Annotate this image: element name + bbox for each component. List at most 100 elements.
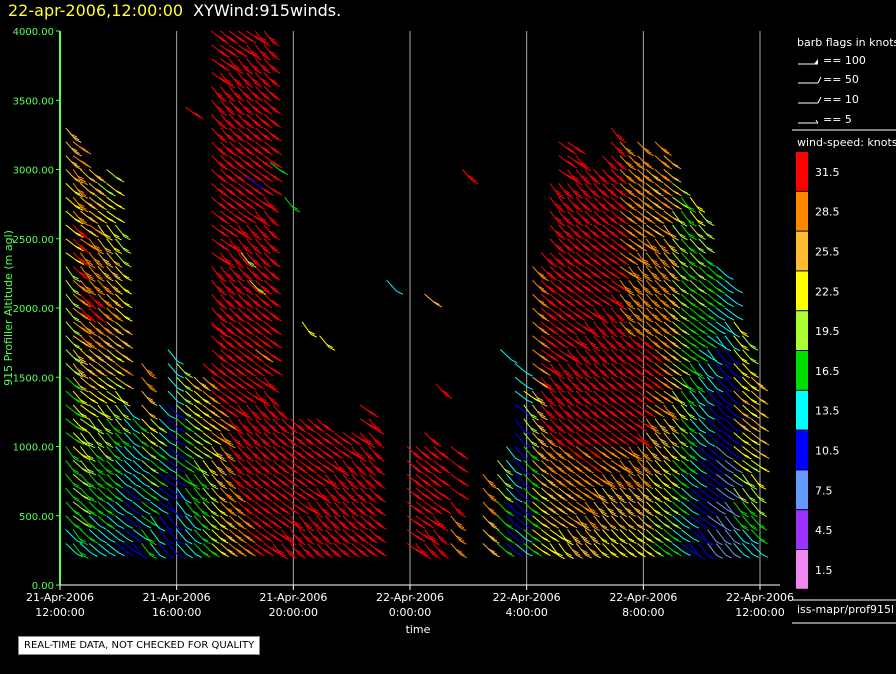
wind-barb: [558, 501, 577, 515]
barb-flag: [225, 299, 232, 304]
barb-flag: [115, 236, 122, 241]
barb-shaft: [220, 446, 230, 459]
barb-flag: [225, 174, 233, 179]
barb-flag: [362, 539, 369, 544]
wind-barb: [342, 515, 360, 531]
wind-barb: [567, 473, 586, 488]
barb-flag: [235, 368, 242, 373]
wind-barb: [193, 432, 213, 446]
wind-barb: [72, 404, 90, 420]
wind-barb: [255, 252, 272, 268]
barb-shaft: [97, 252, 108, 265]
barb-shaft: [65, 266, 75, 279]
barb-flag: [94, 340, 102, 345]
barb-flag: [81, 374, 89, 379]
barb-flag: [92, 413, 99, 418]
barb-shaft: [281, 543, 292, 556]
barb-flag: [272, 301, 279, 306]
wind-barb: [255, 404, 271, 421]
barb-flag: [330, 548, 338, 553]
wind-barb: [158, 432, 177, 447]
barb-flag: [85, 340, 93, 345]
barb-flag: [195, 387, 203, 392]
wind-barb: [351, 487, 368, 503]
barb-flag: [86, 242, 94, 247]
barb-flag: [216, 327, 224, 332]
barb-shaft: [106, 404, 116, 418]
barb-flag: [229, 37, 236, 42]
wind-barb: [228, 182, 247, 197]
barb-flag: [334, 513, 342, 518]
wind-barb: [80, 266, 96, 282]
barb-flag: [237, 190, 245, 195]
barb-flag: [88, 190, 96, 195]
barb-flag: [246, 430, 254, 435]
barb-flag: [246, 356, 253, 361]
wind-barb: [368, 460, 386, 476]
barb-flag: [266, 524, 274, 529]
wind-barb: [220, 446, 236, 462]
barb-flag: [365, 466, 372, 471]
barb-flag: [222, 373, 229, 378]
barb-flag: [103, 299, 110, 304]
barb-flag: [257, 151, 264, 156]
barb-flag: [113, 441, 121, 445]
barb-flag: [273, 189, 280, 194]
barb-flag: [238, 457, 245, 462]
wind-barb: [202, 529, 220, 544]
barb-flag: [204, 387, 212, 392]
barb-flag: [242, 64, 249, 69]
wind-barb: [610, 252, 630, 266]
barb-shaft: [593, 321, 604, 335]
wind-barb: [540, 487, 559, 502]
barb-flag: [84, 258, 92, 263]
barb-flag: [79, 538, 87, 543]
barb-shaft: [237, 86, 248, 99]
wind-barb: [497, 460, 514, 476]
barb-flag: [281, 555, 288, 560]
wind-barb: [246, 404, 262, 421]
barb-flag: [339, 521, 346, 526]
barb-flag: [150, 554, 157, 559]
wind-barb: [237, 307, 255, 323]
barb-flag: [273, 536, 280, 540]
barb-flag: [151, 442, 159, 447]
barb-flag: [204, 400, 212, 405]
barb-shaft: [593, 169, 604, 182]
wind-barb: [115, 487, 133, 502]
barb-flag: [220, 51, 227, 56]
barb-flag: [350, 510, 357, 515]
barb-flag: [220, 458, 227, 463]
barb-flag: [230, 525, 238, 530]
wind-barb: [150, 446, 168, 461]
barb-flag: [247, 484, 255, 489]
barb-flag: [87, 482, 95, 487]
wind-barb: [141, 376, 158, 393]
wind-barb: [255, 279, 273, 295]
barb-shaft: [514, 363, 527, 374]
barb-flag: [361, 498, 368, 503]
wind-barb: [80, 182, 98, 197]
barb-flag: [348, 521, 355, 526]
barb-flag: [106, 263, 114, 268]
barb-flag: [100, 359, 107, 364]
barb-flag: [109, 192, 116, 197]
barb-flag: [322, 423, 329, 428]
barb-flag: [148, 538, 155, 543]
wind-barb: [167, 376, 185, 392]
barb-flag: [239, 138, 246, 143]
barb-flag: [153, 497, 160, 501]
barb-flag: [86, 201, 93, 206]
barb-flag: [341, 510, 348, 515]
barb-flag: [336, 441, 344, 446]
wind-barb: [567, 307, 586, 321]
barb-flag: [249, 205, 256, 210]
wind-barb: [432, 446, 451, 461]
barb-flag: [177, 554, 184, 559]
wind-barb: [115, 543, 134, 556]
barb-flag: [256, 457, 263, 462]
barb-flag: [109, 219, 117, 224]
barb-flag: [82, 388, 89, 393]
barb-shaft: [167, 529, 178, 542]
barb-flag: [248, 511, 255, 516]
